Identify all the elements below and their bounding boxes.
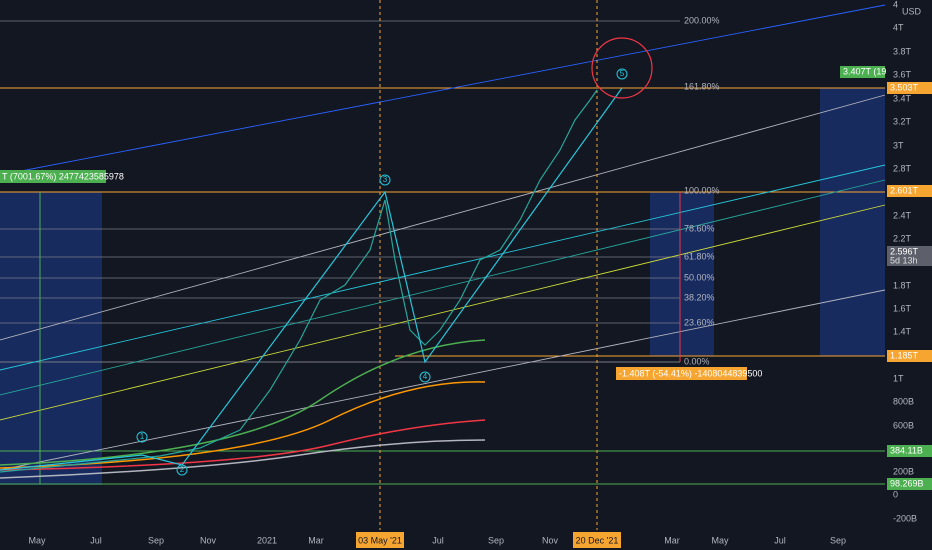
measure-label: -1.408T (-54.41%) -1408044839500 [619,368,762,378]
wave-marker [136,431,148,443]
time-label: May [28,535,46,545]
time-label: 03 May '21 [358,535,402,545]
time-label: Mar [664,535,680,545]
time-label: 20 Dec '21 [576,535,619,545]
fib-label: 161.80% [684,81,720,91]
currency: USD [902,6,922,16]
price-tag-label: 2.596T [890,246,919,256]
time-axis [0,530,932,550]
wave-marker [176,464,188,476]
fib-label: 61.80% [684,251,715,261]
fib-label: 0.00% [684,356,710,366]
time-marker [356,532,404,548]
wave-label: 2 [180,465,185,474]
wave-label: 3 [383,175,388,184]
price-label: 800B [893,396,914,406]
price-label: 1.8T [893,280,912,290]
time-label: Mar [308,535,324,545]
fib-lines [0,20,680,324]
price-tag-label: 2.601T [890,185,919,195]
price-label: 2.8T [893,163,912,173]
fib-label: 23.60% [684,317,715,327]
price-tag [887,445,932,457]
price-path [0,89,598,473]
wave-label: 4 [423,372,428,381]
price-label: 3.4T [893,93,912,103]
fib-label: 100.00% [684,185,720,195]
wave-marker [616,68,628,80]
wave-label: 5 [620,69,625,78]
wave-lines [0,87,623,471]
price-tag [887,82,932,94]
time-label: May [711,535,729,545]
measure-box [0,170,106,183]
price-label: 3.8T [893,46,912,56]
price-label: 600B [893,420,914,430]
price-tag [887,185,932,197]
price-label: 200B [893,466,914,476]
wave-label: 1 [140,432,145,441]
price-tag-label: 3.407T (19 [843,66,886,76]
price-label: 1.4T [893,326,912,336]
time-label: Nov [200,535,217,545]
price-label: 4 [893,0,898,9]
shaded-ranges [0,88,885,485]
price-tag-label: 98.269B [890,478,924,488]
price-label: 3.6T [893,69,912,79]
time-label: Nov [542,535,559,545]
price-tag [887,246,932,266]
price-label: 4T [893,22,904,32]
time-label: Sep [488,535,504,545]
fib-label: 38.20% [684,292,715,302]
price-label: -200B [893,513,917,523]
price-label: 3T [893,140,904,150]
price-tag [887,478,932,490]
time-marker [573,532,621,548]
level-lines [0,87,885,485]
price-tag-label: 1.185T [890,350,919,360]
price-label: 1.6T [893,303,912,313]
price-tag [840,66,885,78]
price-label: 3.2T [893,116,912,126]
price-tag-sub: 5d 13h [890,255,918,265]
moving-averages [0,339,486,479]
trend-lines [0,4,886,471]
time-label: 2021 [257,535,277,545]
highlight-circle [591,37,653,99]
price-tag-label: 3.503T [890,82,919,92]
vertical-markers [379,0,598,530]
time-label: Jul [774,535,786,545]
time-label: Sep [148,535,164,545]
fib-label: 78.60% [684,223,715,233]
fib-label: 200.00% [684,15,720,25]
measure-box [616,367,747,380]
price-tag [887,350,932,362]
wave-marker [419,371,431,383]
fib-label: 50.00% [684,272,715,282]
price-label: 2.2T [893,233,912,243]
wave-marker [379,174,391,186]
price-label: 0 [893,489,898,499]
time-label: Sep [830,535,846,545]
time-label: Jul [432,535,444,545]
measure-label: T (7001.67%) 2477423585978 [2,171,124,181]
price-tag-label: 384.11B [890,445,923,455]
price-label: 1T [893,373,904,383]
time-label: Jul [90,535,102,545]
price-label: 2.4T [893,210,912,220]
